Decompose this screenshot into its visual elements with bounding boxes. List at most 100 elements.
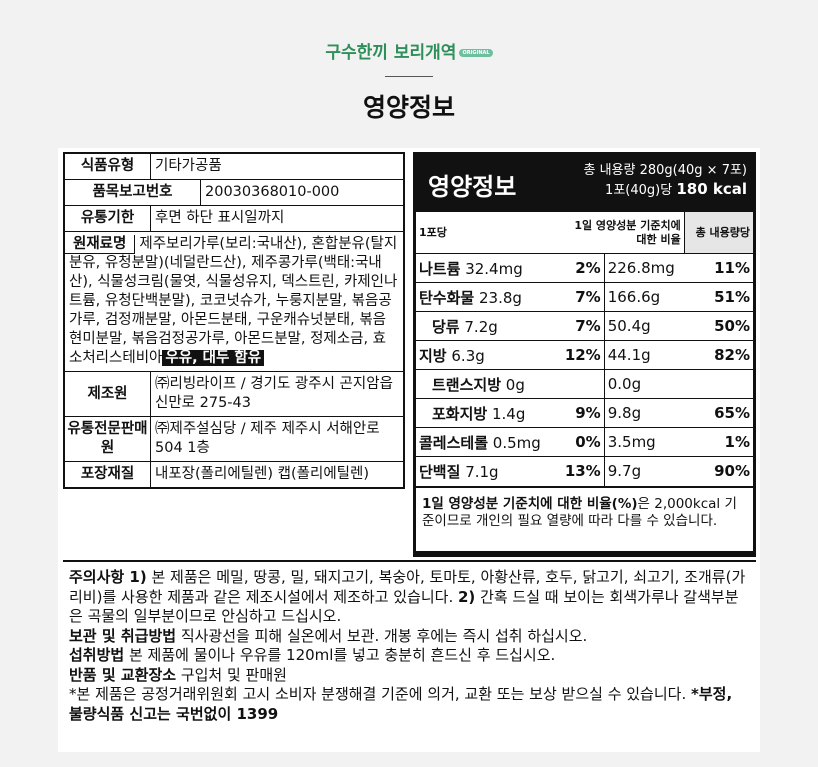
nutrient-name: 트랜스지방 xyxy=(432,375,502,394)
info-row: 원재료명 제주보리가루(보리:국내산), 혼합분유(탈지분유, 유청분말)(네덜란… xyxy=(65,232,403,372)
nutrient-total-pct: 11% xyxy=(684,253,753,283)
info-label: 제조원 xyxy=(65,372,151,416)
nutrient-name: 콜레스테롤 xyxy=(419,433,489,452)
note-text: 간혹 드실 때 보이는 회색가루나 갈색부분은 곡물의 일부분이므로 안심하고 … xyxy=(69,587,739,626)
info-label: 유통기한 xyxy=(65,206,151,231)
nutrient-row: 지방 6.3g 12% 44.1g 82% xyxy=(416,340,753,370)
note-bold: 반품 및 교환장소 xyxy=(69,665,177,684)
nutrient-row: 탄수화물 23.8g 7% 166.6g 51% xyxy=(416,282,753,312)
info-row: 제조원 ㈜리빙라이프 / 경기도 광주시 곤지암읍 신만로 275-43 xyxy=(65,372,403,417)
nutrient-total: 166.6g xyxy=(604,282,685,312)
nutrition-total: 총 내용량 280g(40g × 7포) 1포(40g)당 180 kcal xyxy=(584,161,748,200)
nutrient-total-pct: 65% xyxy=(684,398,753,428)
info-value: ㈜제주설심당 / 제주 제주시 서해안로 504 1층 xyxy=(155,421,380,456)
nutrient-amount: 6.3g xyxy=(451,346,485,365)
note: *본 제품은 공정거래위원회 고시 소비자 분쟁해결 기준에 의거, 교환 또는… xyxy=(69,685,750,724)
nutrient-pct: 7% xyxy=(560,311,605,341)
note-text: 구입처 및 판매원 xyxy=(176,665,287,684)
info-value: ㈜리빙라이프 / 경기도 광주시 곤지암읍 신만로 275-43 xyxy=(155,376,393,411)
info-value: 기타가공품 xyxy=(155,158,222,174)
nutrient-row: 나트륨 32.4mg 2% 226.8mg 11% xyxy=(416,253,753,283)
info-value: 내포장(폴리에틸렌) 캡(폴리에틸렌) xyxy=(155,466,369,482)
nutrient-pct: 0% xyxy=(560,427,605,457)
divider xyxy=(385,76,433,77)
nutrient-pct xyxy=(560,369,605,399)
col-header: 1포당 xyxy=(416,211,561,254)
info-row: 품목보고번호 20030368010-000 xyxy=(65,180,403,206)
nutrient-total: 50.4g xyxy=(604,311,685,341)
nutrient-cell: 탄수화물 23.8g xyxy=(416,282,561,312)
col-header: 총 내용량당 xyxy=(684,211,753,254)
nutrient-amount: 1.4g xyxy=(491,404,526,423)
nutrient-pct: 9% xyxy=(560,398,605,428)
info-value: 후면 하단 표시일까지 xyxy=(155,210,285,226)
nutrient-cell: 포화지방 1.4g xyxy=(416,398,561,428)
brand: 구수한끼 보리개역 ORIGINAL xyxy=(0,38,818,63)
nutrition-box: 영양정보 총 내용량 280g(40g × 7포) 1포(40g)당 180 kc… xyxy=(413,152,756,557)
nutrient-total-pct: 90% xyxy=(684,456,753,486)
nutrition-header: 영양정보 총 내용량 280g(40g × 7포) 1포(40g)당 180 kc… xyxy=(416,155,753,211)
nutrition-table: 1포당 1일 영양성분 기준치에 대한 비율 총 내용량당 나트륨 32.4mg 2%… xyxy=(416,211,753,486)
note-bold: 보관 및 취급방법 xyxy=(69,626,177,645)
brand-text: 구수한끼 보리개역 xyxy=(325,43,457,63)
nutrient-amount: 0g xyxy=(505,375,525,394)
note-bold: 주의사항 1) xyxy=(69,568,147,586)
nutrient-pct: 7% xyxy=(560,282,605,312)
nutrient-name: 지방 xyxy=(419,346,447,365)
nutrient-total: 9.7g xyxy=(604,456,685,486)
nutrient-amount: 7.2g xyxy=(464,317,498,336)
info-value: 20030368010-000 xyxy=(205,184,340,200)
nutrient-row: 콜레스테롤 0.5mg 0% 3.5mg 1% xyxy=(416,427,753,457)
nutrient-name: 단백질 xyxy=(419,462,461,481)
serving: 1포(40g)당 xyxy=(605,183,673,198)
nutrient-name: 당류 xyxy=(432,317,460,336)
nutrient-row: 트랜스지방 0g 0.0g xyxy=(416,369,753,399)
info-row: 포장재질 내포장(폴리에틸렌) 캡(폴리에틸렌) xyxy=(65,462,403,487)
nutrient-total: 226.8mg xyxy=(604,253,685,283)
nutrition-title: 영양정보 xyxy=(428,173,517,201)
nutrient-total: 3.5mg xyxy=(604,427,685,457)
footnote-bold: 1일 영양성분 기준치에 대한 비율(%) xyxy=(422,495,638,512)
nutrient-amount: 0.5mg xyxy=(492,433,541,452)
note: 섭취방법 본 제품에 물이나 우유를 120ml를 넣고 충분히 흔드신 후 드… xyxy=(69,646,750,666)
notes: 주의사항 1) 본 제품은 메밀, 땅콩, 밀, 돼지고기, 복숭아, 토마토,… xyxy=(63,560,756,730)
note-text: 본 제품에 물이나 우유를 120ml를 넣고 충분히 흔드신 후 드십시오. xyxy=(124,646,556,664)
nutrient-cell: 콜레스테롤 0.5mg xyxy=(416,427,561,457)
note: 보관 및 취급방법 직사광선을 피해 실온에서 보관. 개봉 후에는 즉시 섭취… xyxy=(69,627,750,647)
col-header: 1일 영양성분 기준치에 대한 비율 xyxy=(560,211,685,254)
nutrient-cell: 지방 6.3g xyxy=(416,340,561,370)
nutrient-name: 포화지방 xyxy=(432,404,488,423)
nutrient-total: 0.0g xyxy=(604,369,685,399)
info-label: 식품유형 xyxy=(65,154,151,179)
nutrient-pct: 2% xyxy=(560,253,605,283)
nutrient-amount: 23.8g xyxy=(478,288,522,307)
nutrient-name: 탄수화물 xyxy=(419,288,475,307)
info-row: 유통기한 후면 하단 표시일까지 xyxy=(65,206,403,232)
total-amount: 총 내용량 280g(40g × 7포) xyxy=(583,163,748,178)
badge: ORIGINAL xyxy=(459,49,493,57)
info-row: 유통전문판매원 ㈜제주설심당 / 제주 제주시 서해안로 504 1층 xyxy=(65,417,403,462)
note-bold: 2) xyxy=(458,587,476,606)
nutrient-amount: 32.4mg xyxy=(465,259,523,278)
nutrient-pct: 12% xyxy=(560,340,605,370)
nutrient-cell: 트랜스지방 0g xyxy=(416,369,561,399)
note-bold: *부정, 불량식품 신고는 국번없이 1399 xyxy=(69,685,733,723)
nutrient-total-pct: 50% xyxy=(684,311,753,341)
note: 반품 및 교환장소 구입처 및 판매원 xyxy=(69,666,750,686)
nutrient-cell: 당류 7.2g xyxy=(416,311,561,341)
info-label: 원재료명 xyxy=(65,235,136,254)
note-bold: 섭취방법 xyxy=(69,646,125,664)
nutrient-row: 당류 7.2g 7% 50.4g 50% xyxy=(416,311,753,341)
nutrient-total-pct xyxy=(684,369,753,399)
page-title: 영양정보 xyxy=(362,93,455,122)
nutrient-total: 44.1g xyxy=(604,340,685,370)
note: 주의사항 1) 본 제품은 메밀, 땅콩, 밀, 돼지고기, 복숭아, 토마토,… xyxy=(69,568,750,627)
nutrient-total: 9.8g xyxy=(604,398,685,428)
info-label: 포장재질 xyxy=(65,462,151,487)
info-label: 유통전문판매원 xyxy=(65,417,151,461)
allergen-highlight: 우유, 대두 함유 xyxy=(162,350,265,366)
nutrient-cell: 나트륨 32.4mg xyxy=(416,253,561,283)
info-value: 제주보리가루(보리:국내산), 혼합분유(탈지분유, 유청분말)(네덜란드산),… xyxy=(69,236,398,366)
note-text: 본 제품은 메밀, 땅콩, 밀, 돼지고기, 복숭아, 토마토, 아황산류, 호… xyxy=(69,568,746,606)
